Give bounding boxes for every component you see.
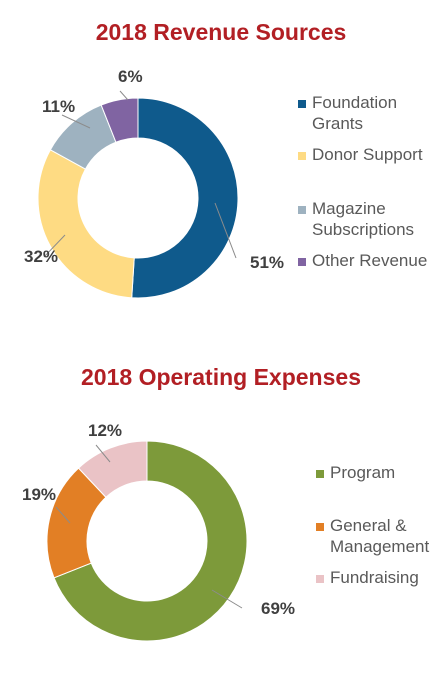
revenue-legend-swatch <box>298 152 306 160</box>
revenue-legend-label: Magazine Subscriptions <box>312 199 414 239</box>
revenue-legend-item-donor-support: Donor Support <box>298 145 423 164</box>
expenses-legend-item-program: Program <box>316 463 395 482</box>
expenses-data-label-fundraising: 12% <box>88 421 122 440</box>
revenue-legend-label: Donor Support <box>312 145 423 164</box>
expenses-legend-label: Program <box>330 463 395 482</box>
revenue-legend-swatch <box>298 206 306 214</box>
expenses-slice-fundraising <box>77 440 148 498</box>
expenses-legend-swatch <box>316 575 324 583</box>
expenses-leader-line <box>211 589 243 609</box>
revenue-leader-line <box>119 90 129 101</box>
expenses-chart: 2018 Operating Expenses 69% 19% 12% Progra… <box>22 364 430 642</box>
revenue-legend-label: Other Revenue <box>312 251 427 270</box>
revenue-data-label-foundation-grants: 51% <box>250 253 284 272</box>
revenue-legend-swatch <box>298 100 306 108</box>
expenses-legend-swatch <box>316 523 324 531</box>
revenue-leader-line <box>214 202 237 259</box>
expenses-legend-label: Fundraising <box>330 568 419 587</box>
revenue-slice-other-revenue <box>100 97 139 143</box>
expenses-leader-line <box>95 444 111 463</box>
expenses-leader-line <box>55 506 71 524</box>
revenue-legend-label: Foundation Grants <box>312 93 397 133</box>
revenue-leader-line <box>61 114 91 129</box>
expenses-legend-swatch <box>316 470 324 478</box>
expenses-legend-item-general-management: General & Management <box>316 516 430 556</box>
revenue-legend-item-foundation-grants: Foundation Grants <box>298 93 397 133</box>
expenses-legend-item-fundraising: Fundraising <box>316 568 419 587</box>
expenses-data-label-program: 69% <box>261 599 295 618</box>
revenue-legend-item-magazine-subscriptions: Magazine Subscriptions <box>298 199 414 239</box>
revenue-chart-title: 2018 Revenue Sources <box>96 19 347 45</box>
revenue-slice-donor-support <box>37 149 135 299</box>
revenue-legend-swatch <box>298 258 306 266</box>
expenses-legend-label: General & Management <box>330 516 430 556</box>
expenses-data-label-general-management: 19% <box>22 485 56 504</box>
revenue-data-label-magazine-subscriptions: 11% <box>42 97 75 116</box>
revenue-leader-line <box>43 234 66 258</box>
expenses-slice-program <box>53 440 248 642</box>
revenue-data-label-other-revenue: 6% <box>118 67 143 86</box>
revenue-legend-item-other-revenue: Other Revenue <box>298 251 427 270</box>
revenue-data-label-donor-support: 32% <box>24 247 58 266</box>
revenue-chart: 2018 Revenue Sources 51% 32% 11% 6% Foundat… <box>24 19 427 299</box>
expenses-chart-title: 2018 Operating Expenses <box>81 364 361 390</box>
revenue-slice-foundation-grants <box>131 97 239 299</box>
